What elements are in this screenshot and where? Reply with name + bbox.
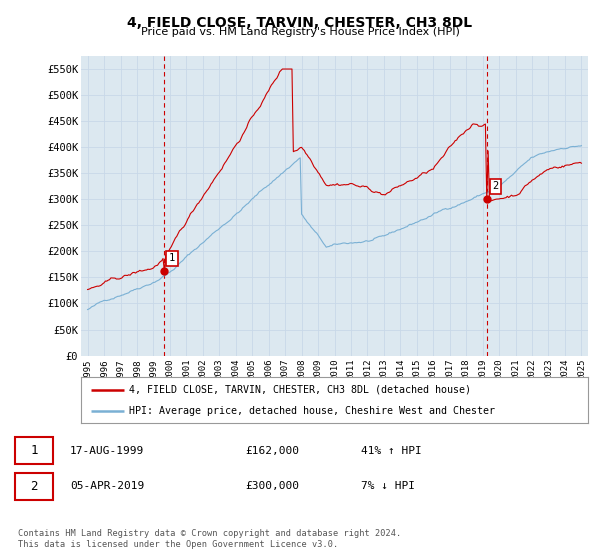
Text: Contains HM Land Registry data © Crown copyright and database right 2024.
This d: Contains HM Land Registry data © Crown c…	[18, 529, 401, 549]
Text: HPI: Average price, detached house, Cheshire West and Chester: HPI: Average price, detached house, Ches…	[129, 407, 495, 416]
Text: 1: 1	[169, 253, 175, 263]
Text: 2: 2	[30, 480, 38, 493]
Text: 4, FIELD CLOSE, TARVIN, CHESTER, CH3 8DL (detached house): 4, FIELD CLOSE, TARVIN, CHESTER, CH3 8DL…	[129, 385, 471, 395]
Text: 17-AUG-1999: 17-AUG-1999	[70, 446, 145, 456]
Text: 2: 2	[492, 181, 499, 192]
Text: 41% ↑ HPI: 41% ↑ HPI	[361, 446, 422, 456]
Text: 1: 1	[30, 444, 38, 457]
Text: 4, FIELD CLOSE, TARVIN, CHESTER, CH3 8DL: 4, FIELD CLOSE, TARVIN, CHESTER, CH3 8DL	[127, 16, 473, 30]
FancyBboxPatch shape	[15, 473, 53, 500]
FancyBboxPatch shape	[15, 437, 53, 464]
Text: £300,000: £300,000	[245, 482, 299, 492]
Text: Price paid vs. HM Land Registry's House Price Index (HPI): Price paid vs. HM Land Registry's House …	[140, 27, 460, 37]
Text: 05-APR-2019: 05-APR-2019	[70, 482, 145, 492]
Text: £162,000: £162,000	[245, 446, 299, 456]
Text: 7% ↓ HPI: 7% ↓ HPI	[361, 482, 415, 492]
